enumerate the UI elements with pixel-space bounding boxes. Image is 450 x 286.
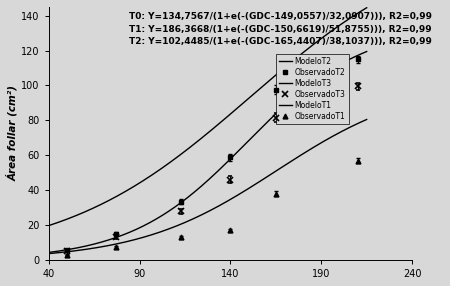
Text: T0: Y=134,7567/(1+e(-(GDC-149,0557)/32,0907))), R2=0,99
T1: Y=186,3668/(1+e(-(GD: T0: Y=134,7567/(1+e(-(GDC-149,0557)/32,0… — [129, 12, 432, 46]
Legend: ModeloT2, ObservadoT2, ModeloT3, ObservadoT3, ModeloT1, ObservadoT1: ModeloT2, ObservadoT2, ModeloT3, Observa… — [275, 54, 349, 124]
Y-axis label: Área follar (cm²): Área follar (cm²) — [7, 86, 18, 182]
